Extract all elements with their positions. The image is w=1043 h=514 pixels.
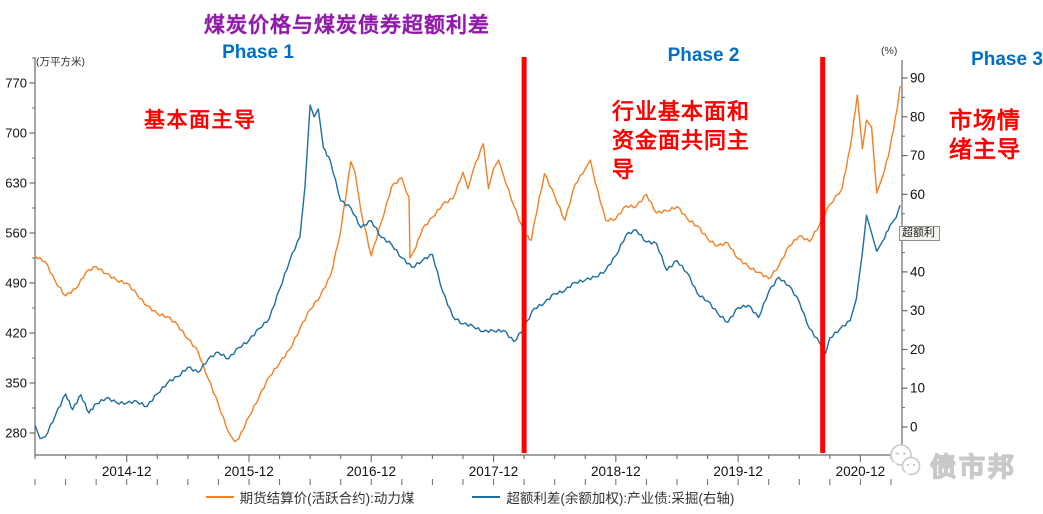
right-axis-tick-label: 10	[910, 381, 925, 396]
x-axis-tick-label: 2020-12	[836, 464, 886, 479]
note-fundamentals: 基本面主导	[144, 109, 257, 132]
right-axis-tick-label: 70	[910, 148, 925, 163]
note-line: 行业基本面和	[612, 99, 751, 124]
legend-label: 期货结算价(活跃合约):动力煤	[239, 491, 415, 506]
x-axis-tick-label: 2014-12	[102, 464, 152, 479]
legend-item-coal-price: 期货结算价(活跃合约):动力煤	[205, 487, 415, 507]
page-title: 煤炭价格与煤炭债券超额利差	[204, 14, 490, 37]
legend-label: 超额利差(余额加权):产业债:采掘(右轴)	[506, 491, 735, 506]
note-industry-and-funding: 行业基本面和 资金面共同主 导	[612, 97, 750, 184]
phase-2-label: Phase 2	[667, 45, 740, 66]
right-axis-tick-label: 20	[910, 342, 925, 357]
note-line: 导	[612, 157, 636, 182]
series-coal-price-line	[34, 85, 901, 443]
note-line: 市场情	[949, 107, 1021, 133]
left-axis-unit: (万平方米)	[36, 56, 85, 68]
excess-spread-swatch	[472, 496, 501, 498]
coal-price-swatch	[205, 496, 234, 498]
x-axis-tick-label: 2018-12	[591, 464, 641, 479]
x-axis-tick-label: 2017-12	[469, 464, 519, 479]
x-axis-tick-label: 2015-12	[224, 464, 274, 479]
note-line: 绪主导	[949, 136, 1021, 162]
legend: 期货结算价(活跃合约):动力煤 超额利差(余额加权):产业债:采掘(右轴)	[0, 487, 940, 507]
right-axis-tick-label: 80	[910, 109, 925, 124]
x-axis-tick-label: 2019-12	[713, 464, 763, 479]
left-axis-tick-label: 420	[5, 326, 27, 341]
left-axis-tick-label: 700	[5, 126, 27, 141]
note-line: 资金面共同主	[612, 128, 751, 153]
right-axis-tick-label: 0	[910, 420, 918, 435]
phase-3-label: Phase 3	[971, 49, 1043, 70]
right-axis-unit: (%)	[881, 45, 898, 57]
right-axis-tick-label: 90	[910, 71, 925, 86]
watermark-text: 债市邦	[929, 451, 1018, 482]
x-axis-tick-label: 2016-12	[346, 464, 396, 479]
phase-1-label: Phase 1	[222, 42, 294, 63]
wechat-icon	[890, 444, 921, 477]
left-axis-tick-label: 280	[5, 426, 27, 441]
right-axis-tick-label: 30	[910, 303, 925, 318]
left-axis-tick-label: 490	[5, 276, 27, 291]
right-axis-tick-label: 40	[910, 264, 925, 279]
left-axis-tick-label: 770	[5, 76, 27, 91]
data-tooltip: 超额利	[899, 226, 940, 241]
left-axis-tick-label: 560	[5, 226, 27, 241]
right-axis-tick-label: 60	[910, 187, 925, 202]
watermark: 债市邦	[884, 441, 1043, 486]
legend-item-excess-spread: 超额利差(余额加权):产业债:采掘(右轴)	[472, 487, 734, 507]
note-market-sentiment: 市场情 绪主导	[949, 106, 1021, 164]
left-axis-tick-label: 350	[5, 376, 27, 391]
left-axis-tick-label: 630	[5, 176, 27, 191]
series-excess-spread-line	[34, 104, 901, 440]
